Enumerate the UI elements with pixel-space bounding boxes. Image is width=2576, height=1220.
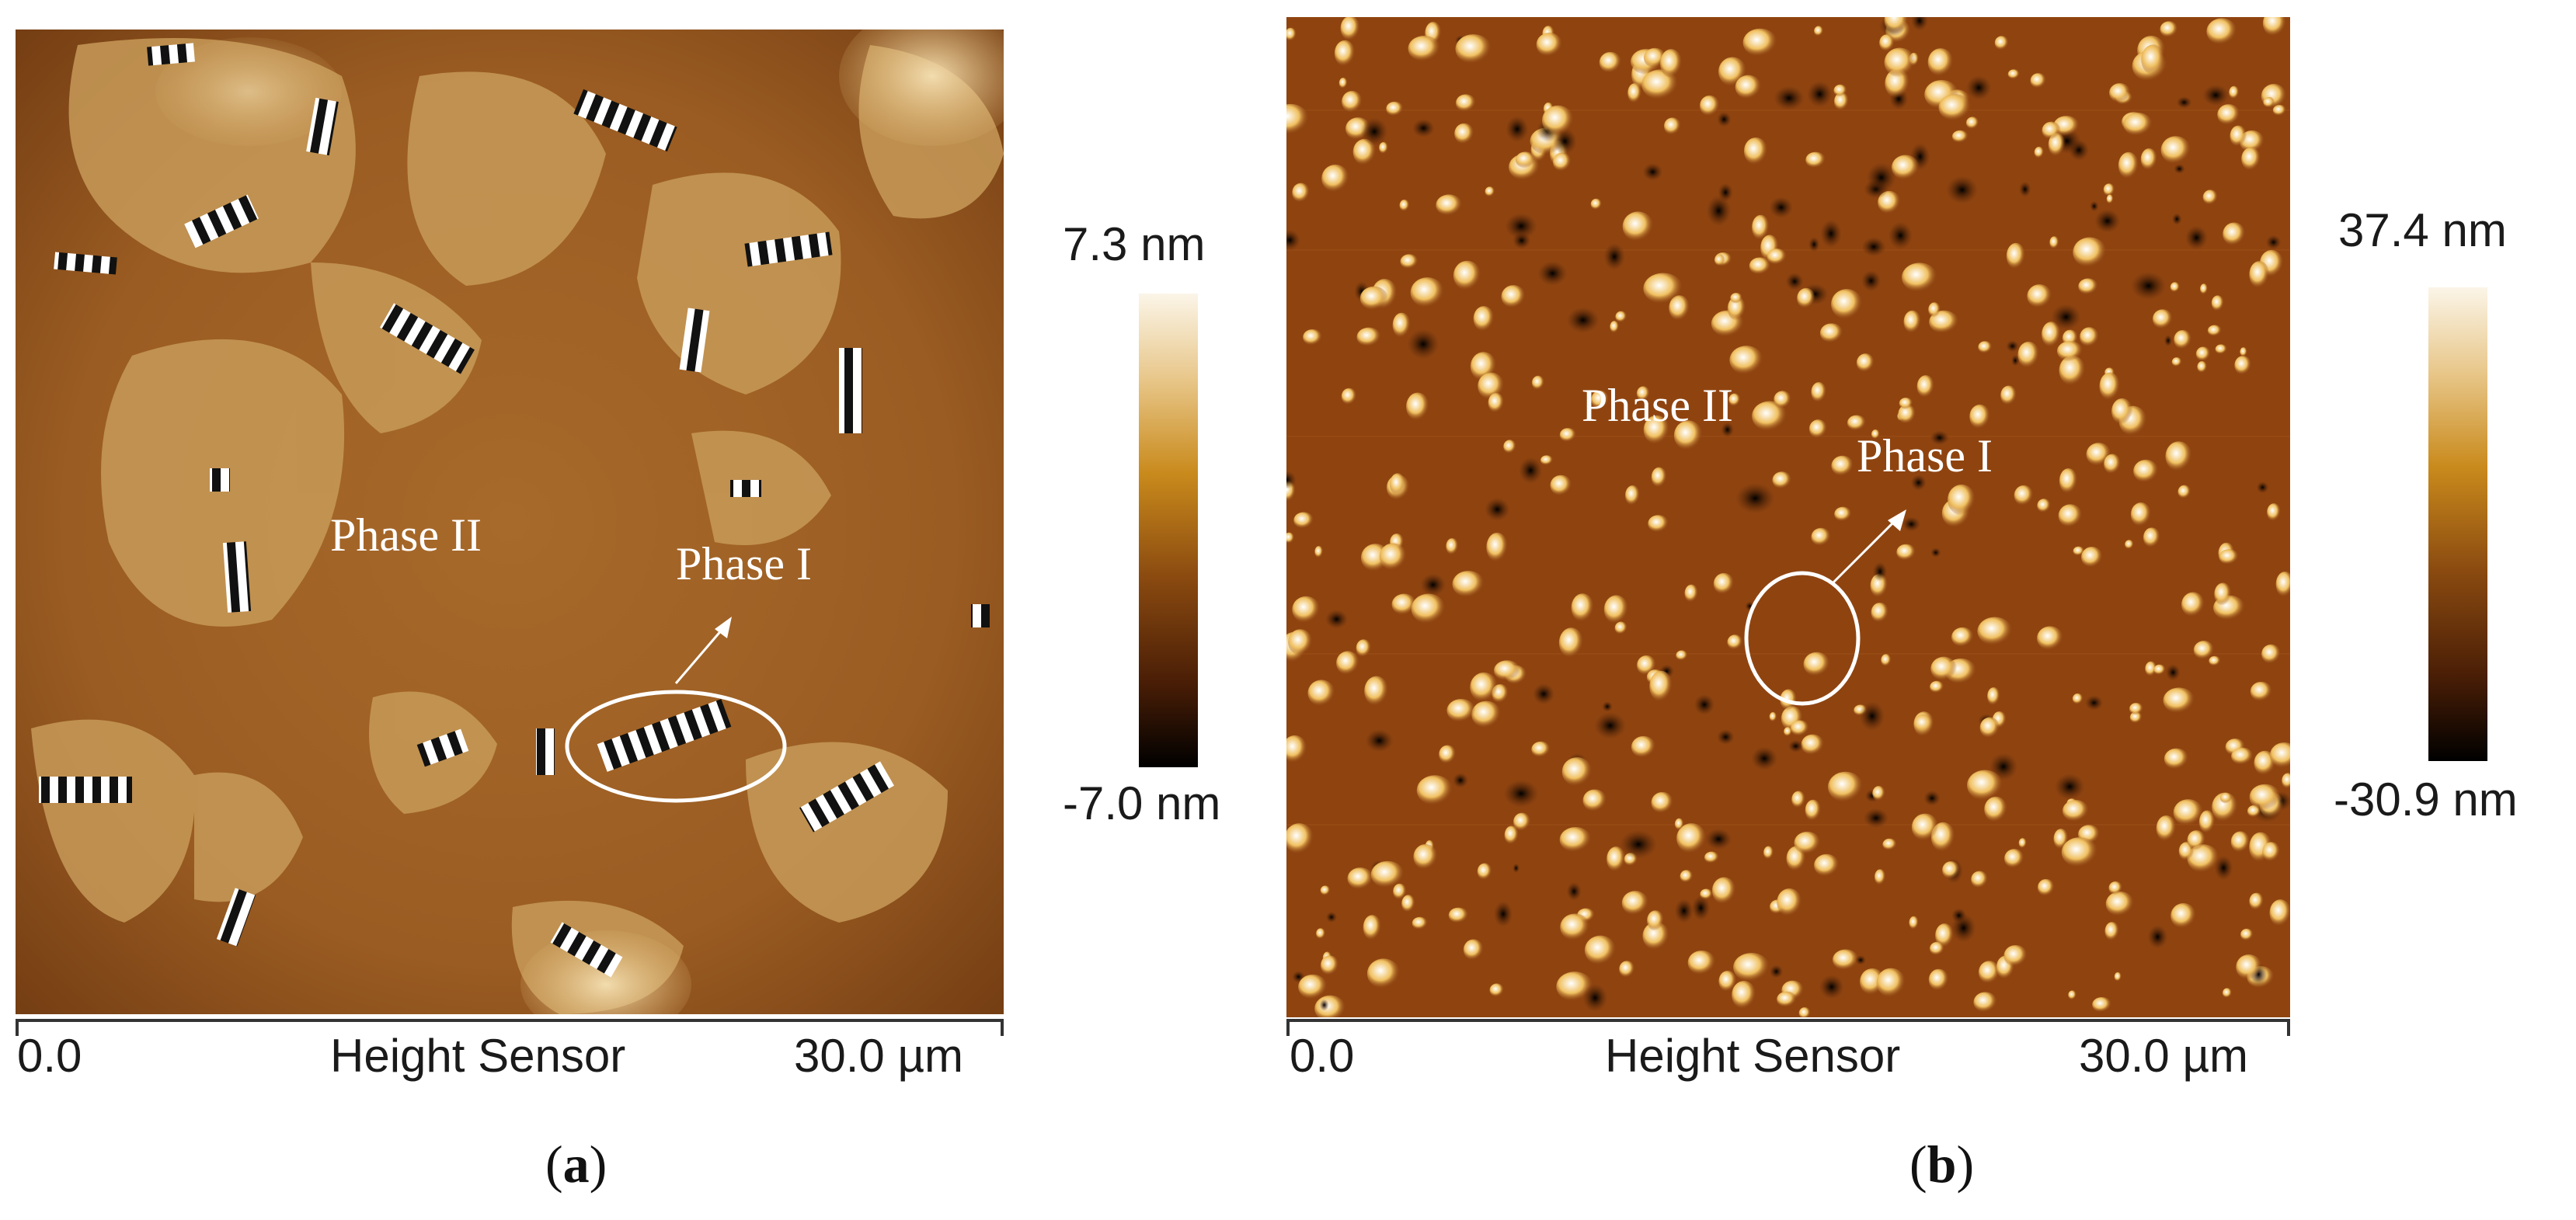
x-axis-line-b	[1286, 1019, 2290, 1022]
panel-label-b: (b)	[1909, 1135, 1975, 1194]
x-axis-tick-end-a	[1001, 1019, 1004, 1036]
x-axis-tick-end-b	[2287, 1019, 2290, 1036]
phase-i-highlight-a	[565, 617, 787, 803]
colorbar-min-a: -7.0 nm	[1063, 777, 1221, 829]
colorbar-a	[1139, 294, 1198, 767]
colorbar-max-b: 37.4 nm	[2338, 204, 2507, 256]
colorbar-b	[2428, 287, 2487, 761]
x-axis-tick-start-b	[1286, 1019, 1290, 1036]
panel-letter-b: b	[1927, 1135, 1957, 1194]
phase-ii-label-a: Phase II	[330, 509, 482, 561]
x-axis-start-a: 0.0	[17, 1030, 82, 1082]
colorbar-min-b: -30.9 nm	[2334, 773, 2518, 825]
phase-i-label-a: Phase I	[676, 538, 812, 589]
panel-letter-a: a	[562, 1135, 590, 1194]
afm-image-a	[16, 30, 1004, 1014]
x-axis-end-a: 30.0 µm	[794, 1030, 963, 1082]
phase-i-highlight-b	[1744, 509, 1906, 706]
x-axis-end-b: 30.0 µm	[2079, 1030, 2248, 1082]
x-axis-title-b: Height Sensor	[1605, 1030, 1901, 1082]
panel-label-a: (a)	[545, 1135, 607, 1194]
x-axis-title-a: Height Sensor	[330, 1030, 626, 1082]
x-axis-line-a	[16, 1019, 1004, 1022]
x-axis-start-b: 0.0	[1290, 1030, 1355, 1082]
phase-i-label-b: Phase I	[1857, 430, 1993, 481]
phase-ii-label-b: Phase II	[1582, 380, 1733, 431]
x-axis-tick-start-a	[16, 1019, 19, 1036]
colorbar-max-a: 7.3 nm	[1063, 218, 1206, 270]
afm-image-b	[1286, 17, 2290, 1017]
